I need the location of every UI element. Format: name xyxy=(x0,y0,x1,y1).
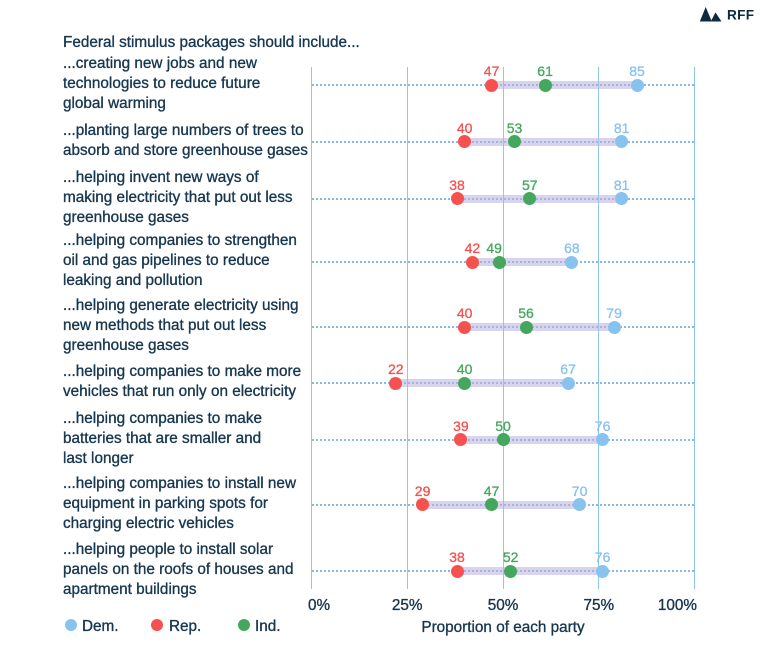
svg-text:RFF: RFF xyxy=(727,7,754,22)
